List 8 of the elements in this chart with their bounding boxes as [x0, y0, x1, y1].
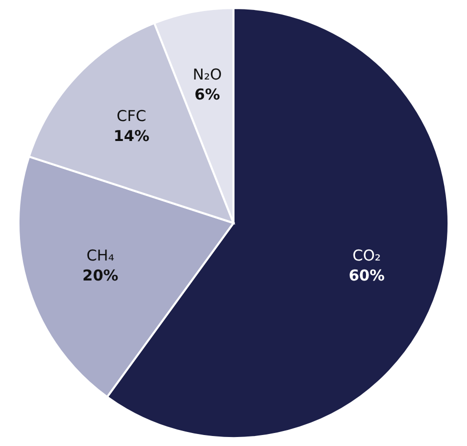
slice-label: CO₂ — [352, 246, 381, 264]
slice-label: CFC — [116, 107, 146, 126]
data-label: 6% — [194, 85, 220, 104]
data-label: 60% — [348, 266, 385, 284]
data-label: 20% — [82, 266, 118, 284]
slice-label: N₂O — [192, 65, 222, 84]
slice-label: CH₄ — [86, 246, 114, 264]
data-label: 14% — [113, 127, 150, 146]
